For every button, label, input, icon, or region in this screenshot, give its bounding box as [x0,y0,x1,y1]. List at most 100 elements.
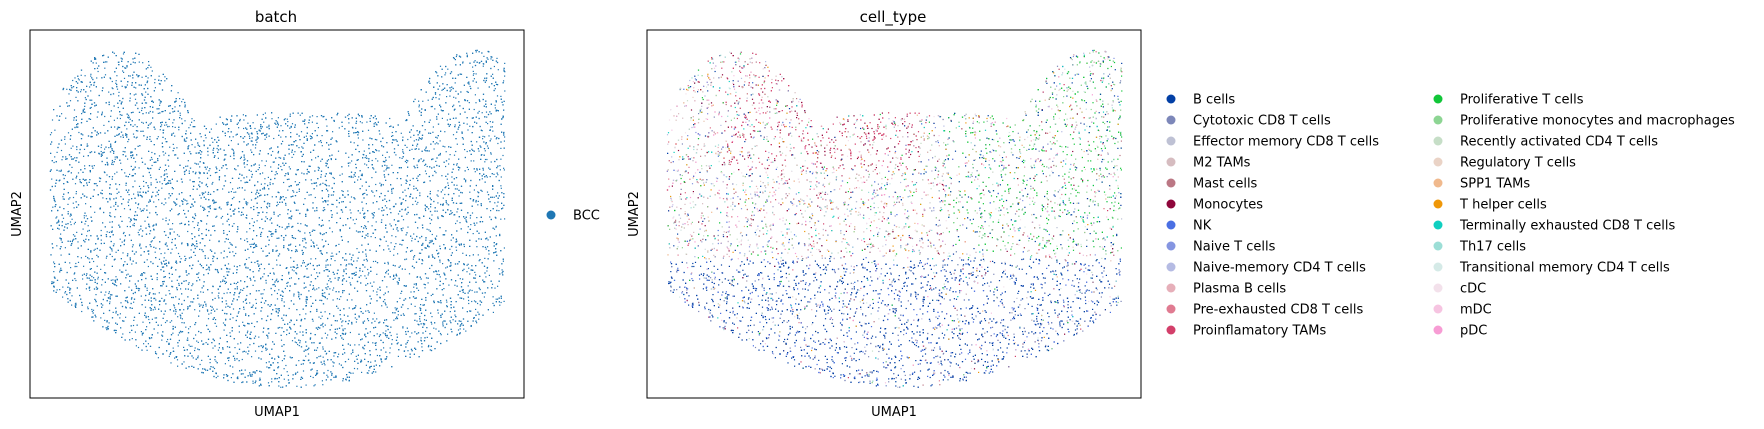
scatter-point [93,165,95,167]
scatter-point [386,207,388,209]
scatter-point [74,278,76,280]
scatter-point [265,362,267,364]
scatter-point [243,162,245,164]
scatter-point [195,215,197,217]
scatter-point [414,200,417,202]
scatter-point [298,345,300,347]
scatter-point [75,302,77,304]
scatter-point [434,143,436,145]
scatter-point [101,284,103,286]
scatter-point [187,306,189,308]
scatter-point [324,297,326,299]
scatter-point [251,137,253,139]
scatter-point [112,88,114,90]
scatter-point [444,131,446,133]
scatter-point [158,75,160,77]
scatter-point [481,178,483,180]
scatter-point [67,105,69,107]
scatter-point [243,119,245,121]
scatter-point [200,136,202,138]
scatter-point [381,219,383,221]
scatter-point [142,321,144,323]
scatter-point [115,251,117,253]
scatter-point [409,336,411,338]
scatter-point [316,185,318,187]
scatter-point [67,203,69,205]
scatter-point [402,327,404,329]
scatter-point [438,270,440,272]
scatter-point [179,314,181,316]
scatter-point [418,106,420,108]
scatter-point [311,121,313,123]
scatter-point [146,289,148,291]
scatter-point [314,196,316,199]
scatter-point [94,211,96,213]
scatter-point [303,276,305,278]
scatter-point [373,312,375,314]
scatter-point [141,76,143,78]
scatter-point [128,217,130,219]
scatter-point [456,163,458,165]
scatter-point [233,155,235,157]
scatter-point [393,248,395,250]
scatter-point [62,296,64,298]
scatter-point [365,228,367,230]
scatter-point [202,291,204,293]
scatter-point [159,104,161,106]
scatter-point [246,164,248,166]
scatter-point [389,126,391,128]
scatter-point [159,102,161,104]
scatter-point [76,265,78,268]
scatter-point [293,270,295,272]
scatter-point [494,88,496,90]
scatter-point [454,59,456,61]
scatter-point [277,355,279,357]
scatter-point [255,302,257,304]
scatter-point [490,196,492,198]
scatter-point [391,164,393,166]
scatter-point [123,208,126,210]
scatter-point [191,144,193,146]
scatter-point [477,311,479,313]
scatter-point [500,176,502,178]
scatter-point [70,288,72,290]
scatter-point [195,171,197,173]
scatter-point [146,287,148,289]
scatter-point [163,154,165,156]
scatter-point [73,119,75,121]
scatter-point [362,193,364,195]
scatter-point [331,187,333,189]
scatter-point [214,359,216,361]
scatter-point [258,336,260,338]
scatter-point [351,277,353,279]
scatter-point [374,138,376,141]
scatter-point [478,260,480,262]
scatter-point [444,320,446,322]
scatter-point [492,311,494,313]
scatter-point [139,208,141,210]
scatter-point [412,203,414,206]
scatter-point [397,355,399,357]
scatter-point [97,276,99,278]
scatter-point [367,320,370,322]
scatter-point [296,191,298,193]
scatter-point [372,191,374,193]
scatter-point [120,302,122,304]
scatter-point [482,65,484,67]
scatter-point [362,139,364,141]
scatter-point [500,218,502,220]
scatter-point [61,159,63,161]
scatter-point [382,184,384,186]
scatter-point [201,359,203,361]
scatter-point [474,171,476,173]
scatter-point [124,239,126,241]
scatter-point [73,223,75,225]
scatter-point [484,150,486,152]
scatter-point [271,235,273,237]
scatter-point [264,183,266,185]
scatter-point [463,268,465,270]
scatter-point [100,144,103,146]
scatter-point [183,309,185,311]
scatter-point [411,240,413,242]
scatter-point [232,136,234,138]
